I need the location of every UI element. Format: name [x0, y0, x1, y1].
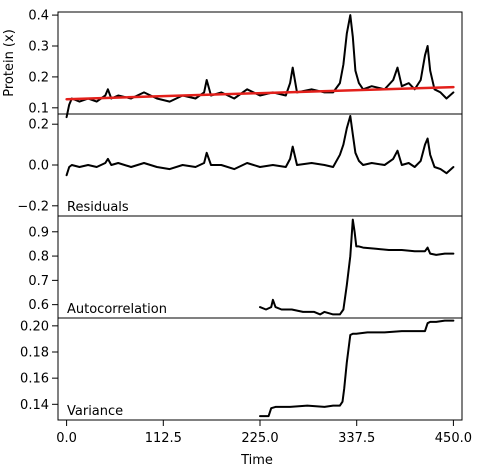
series-line	[259, 319, 455, 418]
y-tick-label: 0.2	[28, 70, 49, 85]
panel-residuals: −0.2 0.0 0.2 Residuals	[17, 113, 463, 217]
y-tick-label: 0.3	[28, 40, 49, 55]
panel-protein: 0.1 0.2 0.3 0.4 Protein (x)	[2, 9, 463, 119]
y-tick-label: 0.4	[28, 9, 49, 24]
panel-label: Autocorrelation	[67, 302, 167, 317]
y-tick-label: −0.2	[17, 199, 49, 214]
chart-panels: 0.1 0.2 0.3 0.4 Protein (x) −0.2 0.0 0.2 Residua…	[2, 9, 463, 421]
x-tick-label: 0.0	[56, 431, 77, 446]
x-tick-label: 450.0	[435, 431, 472, 446]
y-tick-label: 0.6	[28, 298, 49, 313]
panel-label: Variance	[67, 404, 123, 419]
y-tick-label: 0.18	[20, 346, 49, 361]
y-tick-label: 0.1	[28, 101, 49, 116]
x-tick-label: 112.5	[145, 431, 182, 446]
panel-label: Residuals	[67, 200, 129, 215]
y-tick-label: 0.8	[28, 250, 49, 265]
x-axis: 0.0 112.5 225.0 337.5 450.0	[56, 419, 472, 446]
series-line	[65, 14, 455, 119]
y-tick-label: 0.9	[28, 225, 49, 240]
y-tick-label: 0.14	[20, 398, 49, 413]
y-tick-label: 0.2	[28, 118, 49, 133]
x-axis-title: Time	[240, 453, 273, 468]
y-tick-label: 0.20	[20, 319, 49, 334]
series-line	[259, 218, 455, 316]
y-axis-title: Protein (x)	[2, 29, 17, 97]
y-tick-label: 0.16	[20, 372, 49, 387]
y-tick-label: 0.7	[28, 274, 49, 289]
panel-variance: 0.14 0.16 0.18 0.20 Variance	[20, 317, 463, 421]
panel-autocorrelation: 0.6 0.7 0.8 0.9 Autocorrelation	[28, 215, 463, 319]
trend-line	[65, 85, 455, 101]
x-tick-label: 225.0	[241, 431, 278, 446]
x-tick-label: 337.5	[338, 431, 375, 446]
series-line	[65, 115, 455, 177]
y-tick-label: 0.0	[28, 159, 49, 174]
